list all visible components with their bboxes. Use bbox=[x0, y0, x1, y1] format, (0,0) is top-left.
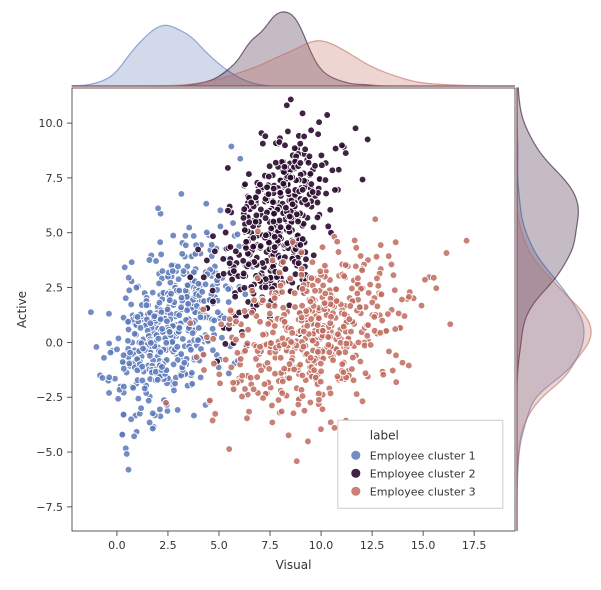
x-tick-label: 7.5 bbox=[261, 539, 279, 552]
x-tick-label: 15.0 bbox=[411, 539, 436, 552]
y-tick-label: 7.5 bbox=[46, 172, 64, 185]
legend-title: label bbox=[370, 428, 399, 442]
marginal-right bbox=[517, 88, 591, 531]
y-tick-label: 2.5 bbox=[46, 282, 64, 295]
x-tick-label: 2.5 bbox=[159, 539, 177, 552]
x-tick-label: 10.0 bbox=[309, 539, 334, 552]
y-tick-label: 0.0 bbox=[46, 336, 64, 349]
y-axis-label: Active bbox=[15, 291, 29, 328]
legend-marker-c3 bbox=[351, 486, 361, 496]
y-tick-label: −7.5 bbox=[36, 501, 63, 514]
x-tick-label: 5.0 bbox=[210, 539, 228, 552]
main-scatter bbox=[64, 79, 470, 473]
jointplot: 0.0 2.5 5.0 7.5 10.0 12.5 15.0 17.5 Visual −7.5 −5… bbox=[0, 0, 601, 590]
legend-label-c1: Employee cluster 1 bbox=[370, 449, 476, 462]
y-tick-label: −2.5 bbox=[36, 391, 63, 404]
y-tick-label: −5.0 bbox=[36, 446, 63, 459]
x-tick-label: 17.5 bbox=[462, 539, 487, 552]
y-tick-label: 5.0 bbox=[46, 227, 64, 240]
legend-label-c3: Employee cluster 3 bbox=[370, 485, 476, 498]
legend-marker-c2 bbox=[351, 468, 361, 478]
marginal-top bbox=[72, 12, 515, 86]
x-tick-label: 12.5 bbox=[360, 539, 385, 552]
legend: label Employee cluster 1 Employee cluster … bbox=[338, 420, 503, 508]
x-tick-label: 0.0 bbox=[108, 539, 126, 552]
legend-marker-c1 bbox=[351, 450, 361, 460]
x-axis-label: Visual bbox=[276, 558, 312, 572]
y-tick-label: 10.0 bbox=[39, 117, 64, 130]
legend-label-c2: Employee cluster 2 bbox=[370, 467, 476, 480]
